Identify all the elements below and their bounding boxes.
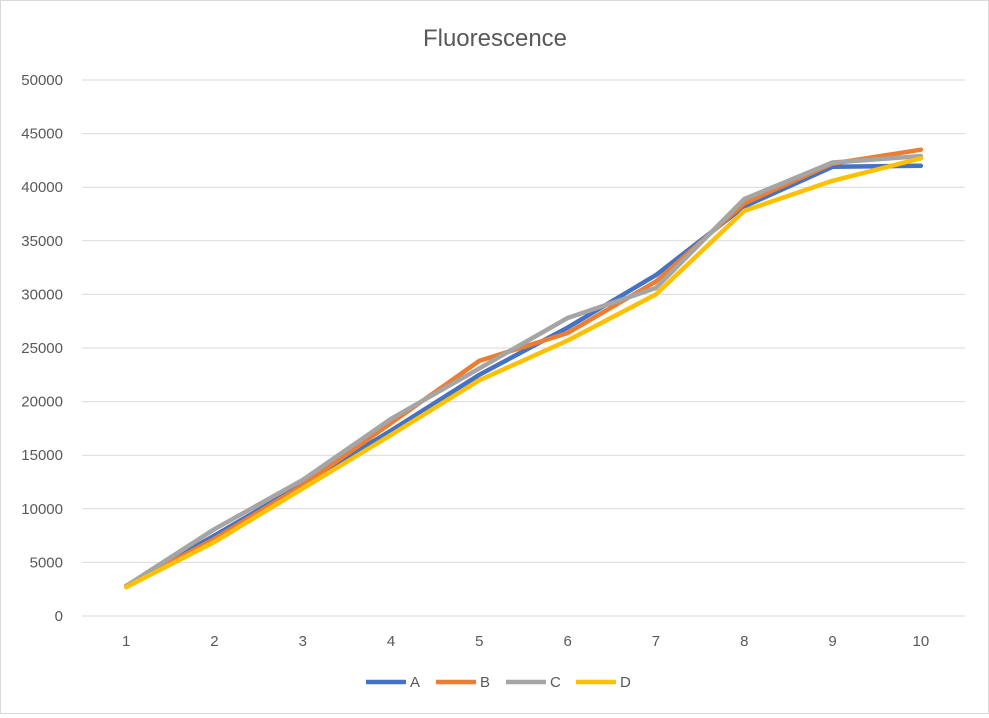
x-tick-label: 3	[299, 633, 307, 650]
x-tick-label: 8	[740, 633, 748, 650]
chart-title: Fluorescence	[423, 25, 567, 52]
x-tick-label: 7	[652, 633, 660, 650]
legend-label-d: D	[620, 674, 631, 691]
x-tick-label: 2	[210, 633, 218, 650]
series-line-c	[123, 153, 924, 589]
y-axis-tick-labels: 0 5000 10000 15000 20000 25000 30000 35000 40000…	[21, 72, 63, 625]
y-tick-label: 35000	[21, 233, 63, 250]
y-tick-label: 20000	[21, 394, 63, 411]
y-tick-label: 10000	[21, 501, 63, 518]
series-lines	[123, 147, 924, 590]
x-tick-label: 10	[913, 633, 930, 650]
x-tick-label: 5	[475, 633, 483, 650]
series-line-d	[123, 156, 924, 590]
y-tick-label: 15000	[21, 447, 63, 464]
x-tick-label: 1	[122, 633, 130, 650]
x-axis-tick-labels: 1 2 3 4 5 6 7 8 9 10	[122, 633, 929, 650]
y-tick-label: 45000	[21, 126, 63, 143]
y-tick-label: 25000	[21, 340, 63, 357]
x-tick-label: 9	[828, 633, 836, 650]
y-tick-label: 40000	[21, 179, 63, 196]
y-tick-label: 30000	[21, 286, 63, 303]
legend-label-c: C	[550, 674, 561, 691]
legend-label-a: A	[410, 674, 420, 691]
y-tick-label: 0	[55, 608, 63, 625]
series-line-b	[123, 147, 924, 589]
x-tick-label: 6	[563, 633, 571, 650]
y-tick-label: 50000	[21, 72, 63, 89]
legend-label-b: B	[480, 674, 490, 691]
legend: A B C D	[366, 674, 631, 691]
y-tick-label: 5000	[30, 554, 63, 571]
x-tick-label: 4	[387, 633, 395, 650]
